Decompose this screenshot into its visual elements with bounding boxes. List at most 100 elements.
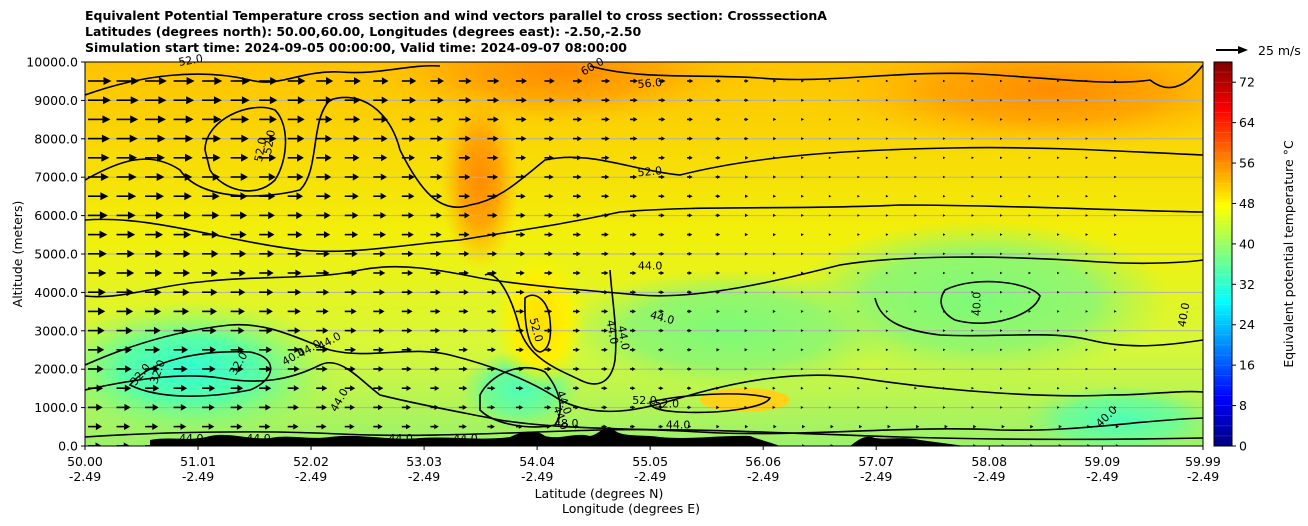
wind-vector-head xyxy=(576,193,582,199)
wind-vector-head xyxy=(688,309,692,314)
wind-vector-head xyxy=(605,116,610,122)
wind-vector-head xyxy=(437,77,444,85)
contour-label: 44.0 xyxy=(615,325,632,351)
wind-vector-head xyxy=(350,327,357,334)
wind-vector-head xyxy=(577,116,583,123)
wind-vector-head xyxy=(603,386,608,391)
wind-vector-head xyxy=(211,269,218,277)
wind-vector-head xyxy=(521,77,528,85)
wind-vector-head xyxy=(409,135,416,143)
wind-vector-head xyxy=(632,290,637,295)
wind-vector-head xyxy=(773,156,777,160)
wind-vector-head xyxy=(716,232,721,237)
wind-vector-head xyxy=(549,135,555,142)
wind-vector-head xyxy=(745,175,749,179)
wind-vector-head xyxy=(95,442,102,446)
wind-vector-head xyxy=(1000,137,1003,140)
wind-vector-head xyxy=(944,424,948,429)
wind-vector-head xyxy=(491,289,497,295)
wind-vector-head xyxy=(353,154,360,162)
wind-vector-head xyxy=(321,443,327,446)
wind-vector-head xyxy=(181,365,188,373)
y-tick-label: 4000.0 xyxy=(34,285,78,300)
field-warm-core xyxy=(495,250,585,390)
wind-vector-head xyxy=(1030,424,1034,429)
wind-vector-head xyxy=(152,384,160,392)
wind-vector-head xyxy=(518,405,524,410)
wind-vector-head xyxy=(660,213,665,218)
wind-vector-head xyxy=(1114,329,1117,332)
wind-vector-head xyxy=(633,97,638,103)
contour-label: 52.0 xyxy=(261,129,278,155)
wind-vector-head xyxy=(772,367,776,371)
wind-vector-head xyxy=(129,134,138,143)
wind-vector-head xyxy=(131,77,140,85)
contour-line-52-column xyxy=(524,294,552,353)
wind-vector-head xyxy=(800,386,804,390)
wind-vector-head xyxy=(99,230,108,239)
quiver-key-arrowhead xyxy=(1238,46,1248,54)
wind-vector-head xyxy=(1000,79,1003,83)
wind-vector-head xyxy=(1057,79,1060,83)
wind-vector-head xyxy=(154,288,162,297)
wind-vector-head xyxy=(914,194,917,198)
wind-vector-head xyxy=(350,346,356,353)
wind-vector-head xyxy=(914,98,917,102)
wind-vector-head xyxy=(971,310,974,313)
wind-vector-head xyxy=(800,329,804,333)
wind-vector-head xyxy=(800,405,804,409)
wind-vector-head xyxy=(351,269,358,277)
wind-vector-head xyxy=(914,310,917,313)
x-tick-label-lon: -2.49 xyxy=(747,469,779,484)
wind-vector-head xyxy=(521,97,527,104)
wind-vector-head xyxy=(633,117,638,122)
wind-vector-head xyxy=(633,78,638,84)
wind-vector-head xyxy=(490,405,496,410)
wind-vector-head xyxy=(857,290,860,294)
wind-vector-head xyxy=(632,328,636,333)
wind-vector-head xyxy=(379,289,385,296)
wind-vector-head xyxy=(689,98,694,103)
wind-vector-head xyxy=(828,98,832,102)
contour-label: 52.0 xyxy=(632,394,657,407)
wind-vector-head xyxy=(237,404,243,411)
wind-vector-head xyxy=(240,192,248,201)
wind-vector-head xyxy=(885,367,889,371)
wind-vector-head xyxy=(351,308,357,315)
wind-vector-head xyxy=(1057,137,1060,140)
wind-vector-head xyxy=(605,155,610,161)
wind-vector-head xyxy=(127,249,135,258)
wind-vector-head xyxy=(96,403,103,412)
wind-vector-head xyxy=(689,174,693,180)
wind-vector-head xyxy=(1028,214,1032,217)
contour-label: 44.0 xyxy=(388,432,413,445)
wind-vector-head xyxy=(462,443,467,446)
wind-vector-head xyxy=(463,270,469,276)
wind-vector-head xyxy=(744,213,749,218)
wind-vector-head xyxy=(213,96,222,105)
wind-vector-head xyxy=(744,290,748,294)
wind-vector-head xyxy=(605,136,610,142)
wind-vectors xyxy=(88,77,1119,446)
wind-vector-head xyxy=(435,270,442,276)
wind-vector-head xyxy=(801,194,804,198)
wind-vector-head xyxy=(492,270,497,276)
wind-vector-head xyxy=(125,345,133,354)
wind-vector-head xyxy=(294,365,300,373)
wind-vector-head xyxy=(521,154,527,161)
wind-vector-head xyxy=(240,173,248,181)
wind-vector-head xyxy=(322,327,329,334)
wind-vector-head xyxy=(238,288,246,296)
wind-vector-head xyxy=(493,116,499,123)
wind-vector-head xyxy=(406,366,412,372)
wind-vector-head xyxy=(408,231,414,238)
wind-vector-head xyxy=(1114,406,1117,409)
contour-line-56 xyxy=(589,64,1203,89)
x-tick-label-lon: -2.49 xyxy=(860,469,892,484)
wind-vector-head xyxy=(857,367,860,371)
wind-vector-head xyxy=(434,385,440,391)
wind-vector-head xyxy=(519,289,525,295)
wind-vector-head xyxy=(295,250,302,258)
contour-line-48 xyxy=(85,204,1203,253)
wind-vector-head xyxy=(914,118,917,121)
